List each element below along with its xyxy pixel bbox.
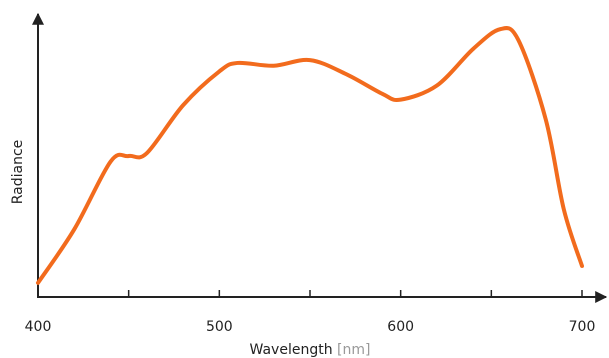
x-axis-unit: [nm] bbox=[337, 342, 370, 358]
x-axis-label: Wavelength [nm] bbox=[250, 342, 371, 358]
x-tick-label: 500 bbox=[206, 319, 233, 335]
y-axis-label: Radiance bbox=[10, 140, 26, 205]
radiance-line bbox=[36, 26, 584, 285]
x-axis-title: Wavelength bbox=[250, 342, 333, 358]
x-tick-label: 400 bbox=[25, 319, 52, 335]
x-tick-label: 600 bbox=[387, 319, 414, 335]
x-tick-label: 700 bbox=[569, 319, 596, 335]
